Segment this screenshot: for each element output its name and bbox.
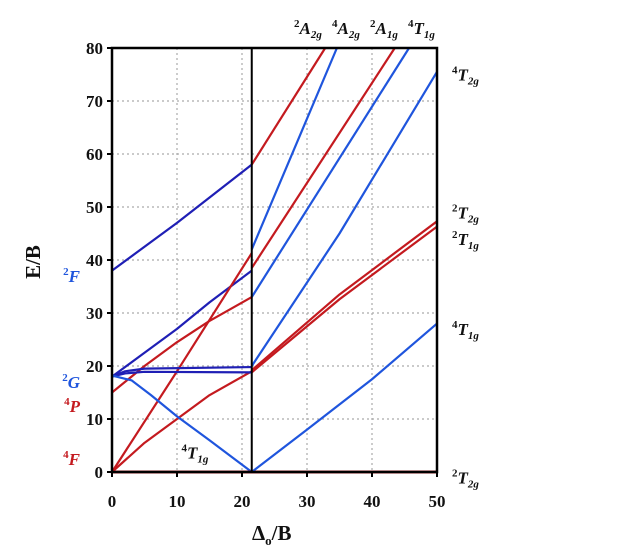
x-label-sub: o [265, 533, 272, 548]
y-tick-label: 0 [95, 463, 104, 482]
left-term-2G: 2G [62, 372, 81, 392]
right-term-2T2g: 2T2g [452, 202, 479, 225]
energy-curve-15 [251, 220, 438, 372]
right-term-2T1g: 2T1g [452, 229, 479, 252]
y-tick-label: 70 [86, 92, 103, 111]
x-tick-label: 30 [299, 492, 316, 511]
y-tick-label: 60 [86, 145, 103, 164]
y-axis-label: E/B [21, 245, 45, 279]
top-term-4A2g: 4A2g [332, 18, 360, 41]
y-tick-label: 40 [86, 251, 103, 270]
energy-curve-17 [251, 322, 438, 473]
y-tick-label: 80 [86, 39, 103, 58]
energy-curve-11 [250, 47, 338, 250]
energy-curve-7 [111, 370, 252, 378]
right-term-4T2g: 4T2g [452, 65, 479, 88]
x-tick-label: 10 [169, 492, 186, 511]
energy-curve-3 [111, 296, 253, 394]
x-tick-label: 20 [234, 492, 251, 511]
y-tick-labels: 0 10 20 30 40 50 60 70 80 [86, 39, 112, 482]
term-labels: 2F 2G 4P 4F 4T2g 2T2g 2T1g 4T1g 2T2g 2A2g 4A2g 2A1g… [62, 18, 479, 490]
x-axis-label: Δo/B [252, 521, 292, 548]
y-tick-label: 10 [86, 410, 103, 429]
x-tick-labels: 0 10 20 30 40 50 [108, 472, 446, 511]
top-term-4T1g: 4T1g [408, 18, 435, 41]
energy-curve-14 [250, 71, 438, 367]
energy-curve-16 [251, 225, 438, 374]
left-term-4P: 4P [64, 396, 81, 416]
x-tick-label: 50 [429, 492, 446, 511]
top-term-2A1g: 2A1g [370, 18, 398, 41]
energy-curve-13 [250, 47, 410, 298]
inner-term-4T1g: 4T1g [182, 442, 209, 465]
left-term-4F: 4F [63, 449, 81, 469]
right-term-2T2g: 2T2g [452, 467, 479, 490]
energy-curve-10 [250, 47, 327, 166]
x-label-delta: Δ [252, 521, 265, 545]
left-term-2F: 2F [63, 266, 81, 286]
energy-curve-2 [111, 269, 253, 378]
top-term-2A2g: 2A2g [294, 18, 322, 41]
x-tick-label: 0 [108, 492, 117, 511]
y-tick-label: 20 [86, 357, 103, 376]
energy-curve-1 [111, 163, 253, 272]
x-tick-label: 40 [364, 492, 381, 511]
y-tick-label: 50 [86, 198, 103, 217]
grid [112, 48, 437, 472]
right-term-4T1g: 4T1g [452, 319, 479, 342]
energy-curve-5 [111, 370, 253, 473]
energy-curve-12 [250, 47, 396, 269]
y-tick-label: 30 [86, 304, 103, 323]
energy-curve-8 [111, 374, 253, 473]
x-label-rest: /B [271, 521, 292, 545]
